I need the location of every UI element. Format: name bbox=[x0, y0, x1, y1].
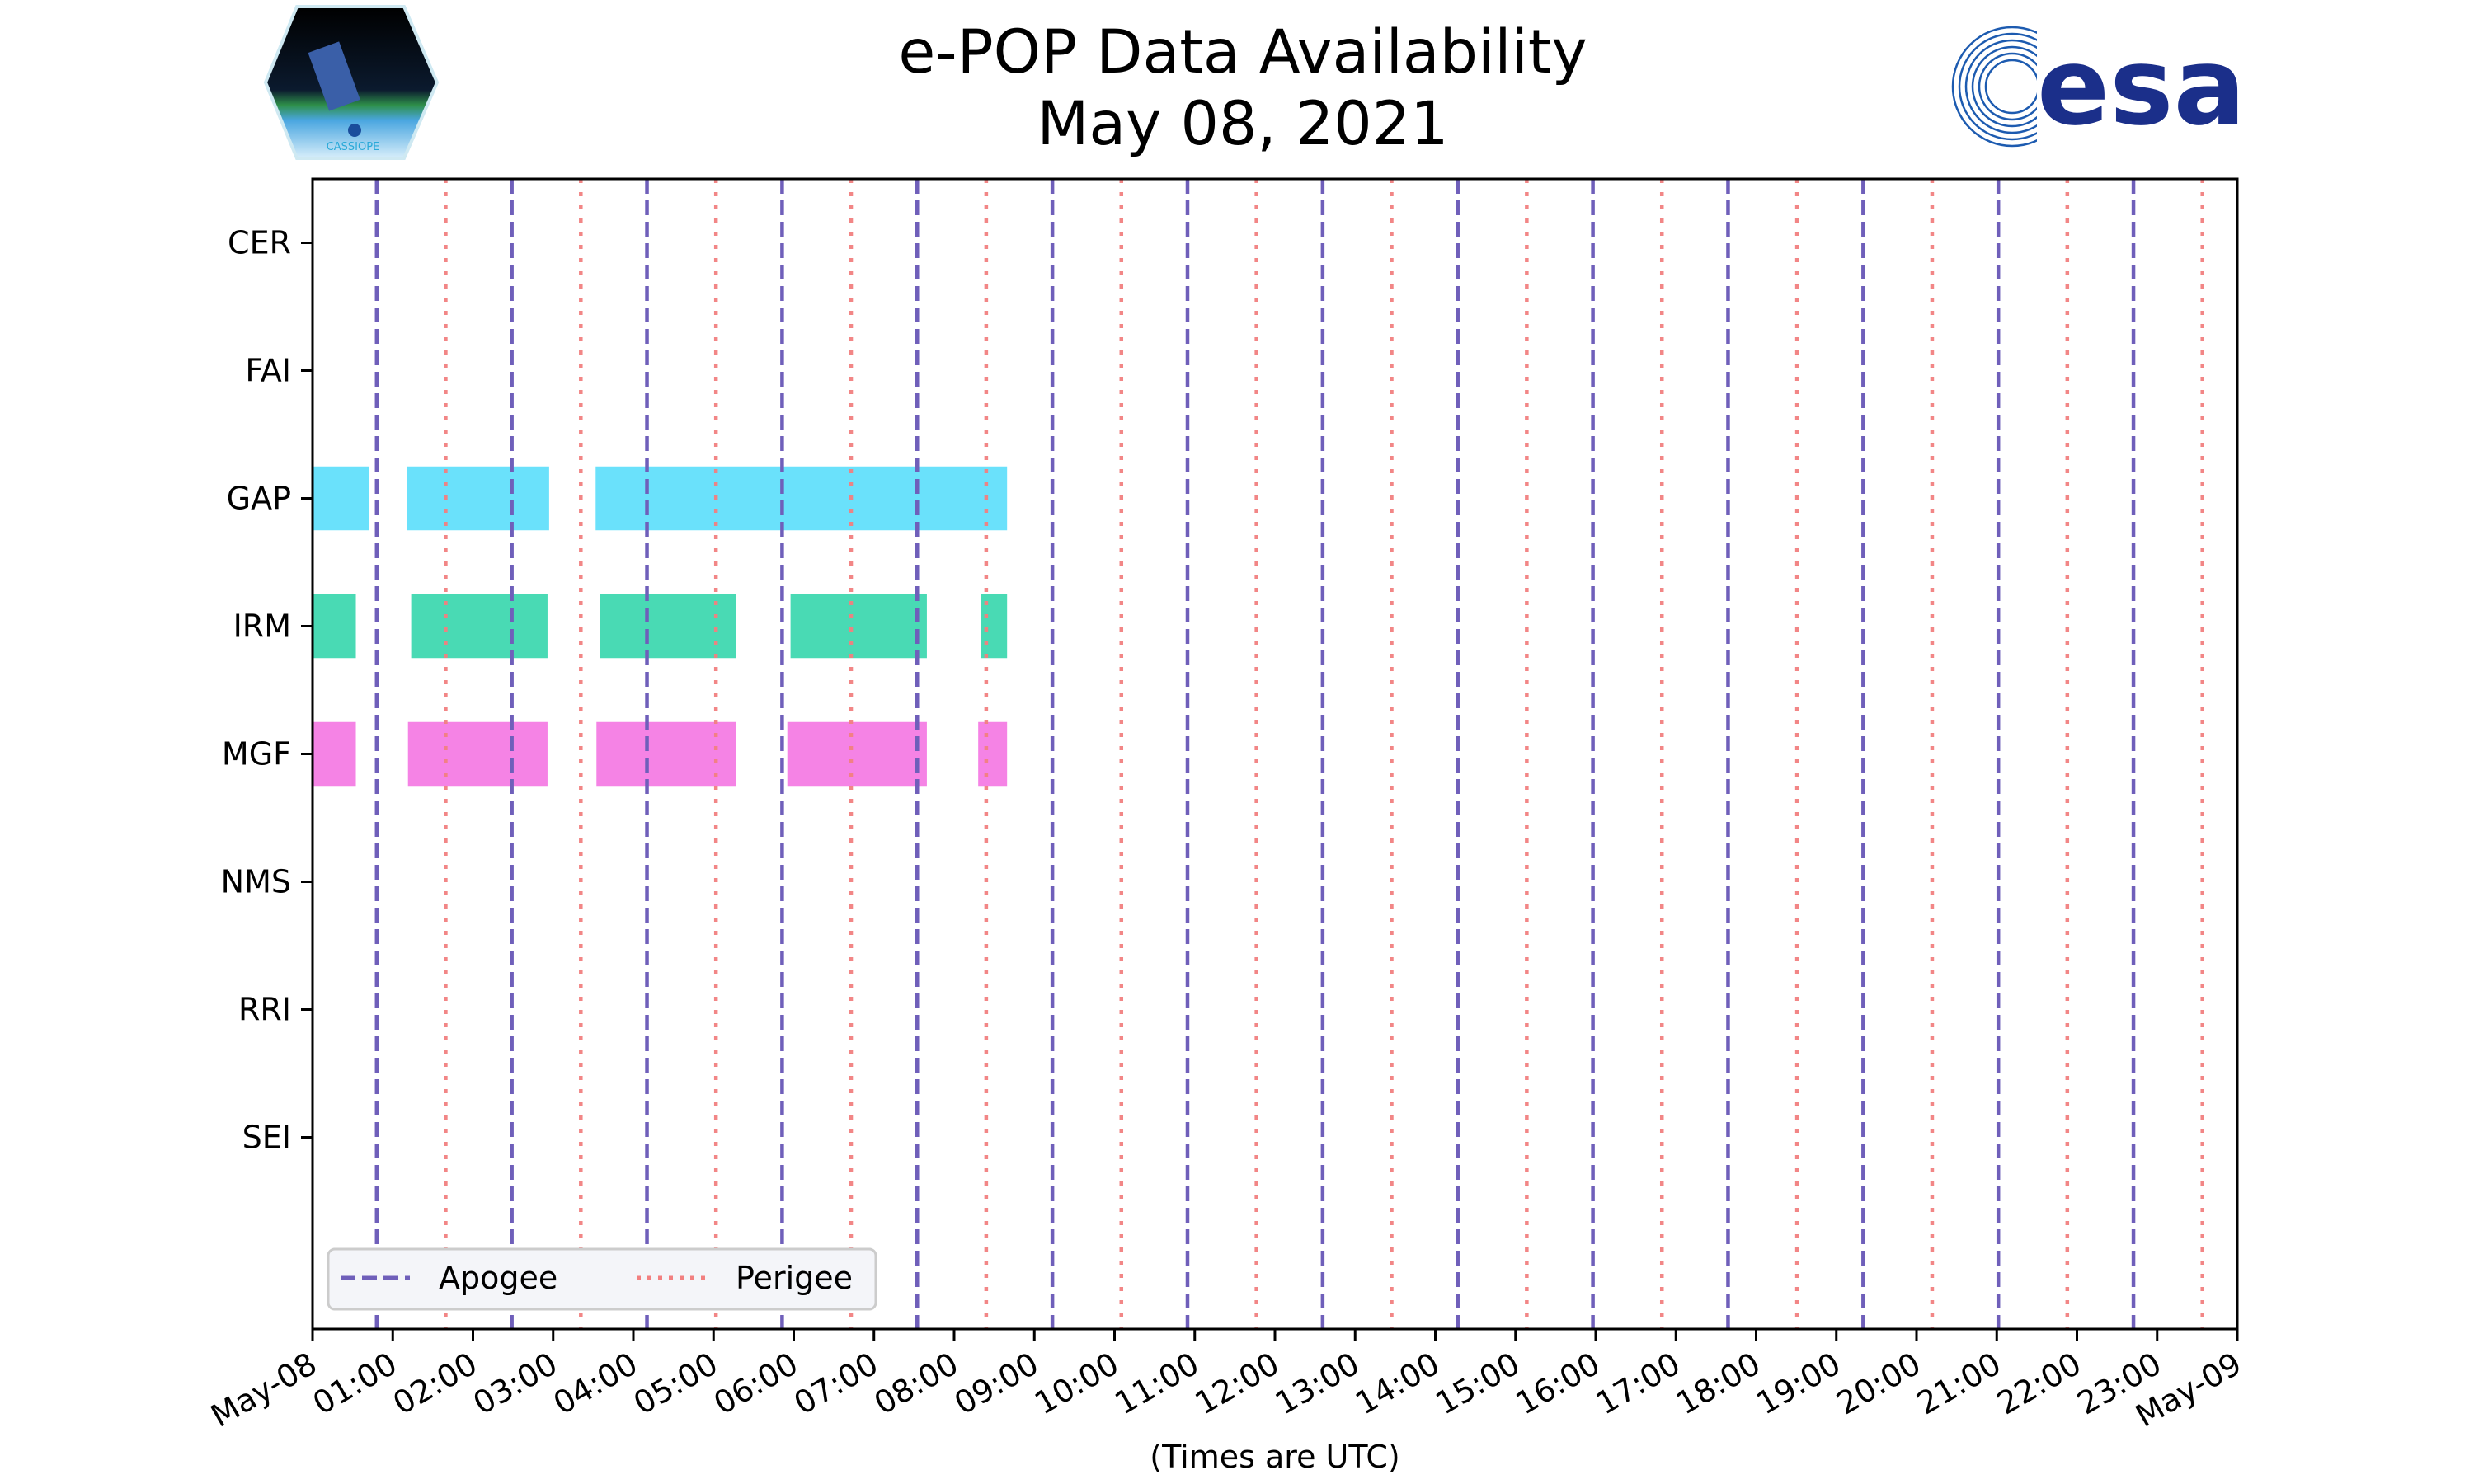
legend: Apogee Perigee bbox=[327, 1247, 877, 1311]
y-tick-label: CER bbox=[228, 225, 291, 261]
x-axis-label: (Times are UTC) bbox=[1150, 1439, 1399, 1475]
x-tick-label: 09:00 bbox=[948, 1345, 1045, 1422]
legend-perigee-label: Perigee bbox=[736, 1260, 853, 1296]
y-tick-label: RRI bbox=[238, 992, 291, 1028]
chart-subtitle: May 08, 2021 bbox=[1037, 89, 1448, 159]
y-tick-label: GAP bbox=[227, 481, 291, 517]
x-tick-label: 15:00 bbox=[1429, 1345, 1526, 1422]
x-tick-label: 22:00 bbox=[1991, 1345, 2087, 1422]
cassiope-logo: CASSIOPE bbox=[263, 5, 440, 160]
x-tick-label: 21:00 bbox=[1911, 1345, 2007, 1422]
bar-mgf bbox=[978, 721, 1008, 787]
bar-mgf bbox=[313, 721, 356, 787]
bar-irm bbox=[600, 594, 736, 659]
plot-area bbox=[313, 179, 2204, 1329]
x-tick-label: 02:00 bbox=[387, 1345, 483, 1422]
bar-irm bbox=[411, 594, 548, 659]
y-tick-label: NMS bbox=[221, 864, 291, 900]
cassiope-logo-text: CASSIOPE bbox=[327, 141, 380, 153]
x-tick-label: May-08 bbox=[205, 1345, 322, 1435]
bar-gap bbox=[595, 466, 1008, 531]
esa-logo-text: esa bbox=[2037, 24, 2246, 149]
x-tick-label: 10:00 bbox=[1028, 1345, 1125, 1422]
chart-title: e-POP Data Availability bbox=[898, 17, 1587, 87]
x-tick-label: 06:00 bbox=[708, 1345, 804, 1422]
x-tick-label: 14:00 bbox=[1349, 1345, 1446, 1422]
esa-logo: esa bbox=[1951, 16, 2246, 157]
x-tick-label: 16:00 bbox=[1510, 1345, 1606, 1422]
y-axis: CER FAI GAP IRM MGF NMS RRI SEI bbox=[221, 225, 313, 1156]
bar-gap bbox=[407, 466, 549, 531]
x-tick-label: 08:00 bbox=[868, 1345, 965, 1422]
x-tick-label: 19:00 bbox=[1750, 1345, 1846, 1422]
y-tick-label: SEI bbox=[242, 1120, 291, 1156]
bar-mgf bbox=[787, 721, 927, 787]
x-tick-label: 18:00 bbox=[1670, 1345, 1766, 1422]
x-tick-label: 05:00 bbox=[628, 1345, 724, 1422]
x-tick-label: 01:00 bbox=[307, 1345, 403, 1422]
bar-mgf bbox=[407, 721, 548, 787]
x-tick-label: 11:00 bbox=[1108, 1345, 1205, 1422]
x-tick-label: 04:00 bbox=[548, 1345, 644, 1422]
x-tick-label: 17:00 bbox=[1590, 1345, 1686, 1422]
x-tick-label: 13:00 bbox=[1269, 1345, 1366, 1422]
bar-irm bbox=[790, 594, 927, 659]
x-axis: May-0801:0002:0003:0004:0005:0006:0007:0… bbox=[205, 1329, 2248, 1435]
x-tick-label: 03:00 bbox=[467, 1345, 563, 1422]
y-tick-label: MGF bbox=[222, 736, 291, 773]
x-tick-label: 12:00 bbox=[1189, 1345, 1286, 1422]
x-tick-label: 07:00 bbox=[788, 1345, 884, 1422]
y-tick-label: FAI bbox=[245, 353, 291, 389]
legend-apogee-label: Apogee bbox=[439, 1260, 557, 1296]
x-tick-label: 20:00 bbox=[1831, 1345, 1927, 1422]
y-tick-label: IRM bbox=[233, 608, 291, 645]
bar-mgf bbox=[596, 721, 736, 787]
bar-gap bbox=[313, 466, 369, 531]
bar-irm bbox=[313, 594, 356, 659]
